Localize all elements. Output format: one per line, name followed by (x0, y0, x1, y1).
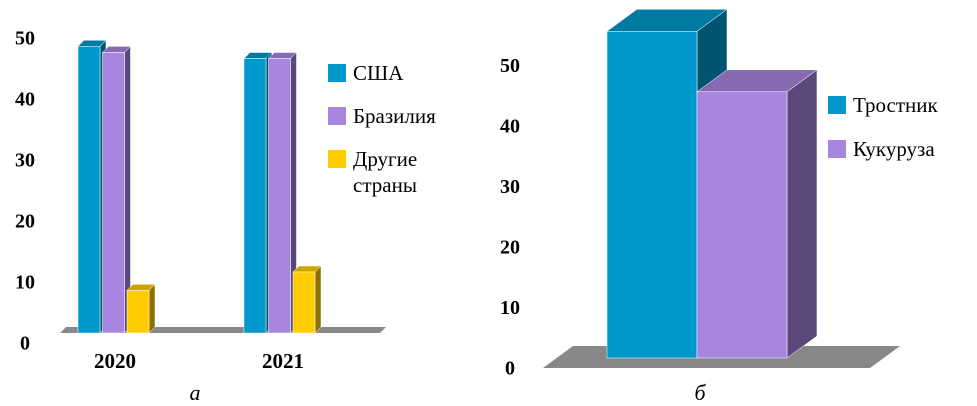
chart-caption: а (190, 380, 201, 405)
legend-item: США (328, 60, 468, 86)
legend-item: Кукуруза (828, 136, 977, 162)
y-tick-label: 20 (15, 211, 35, 233)
legend-label: Бразилия (353, 104, 436, 128)
bar (606, 31, 698, 359)
x-tick-label: 2021 (262, 349, 304, 373)
bar (243, 58, 267, 334)
legend-swatch (328, 150, 346, 168)
legend-item: Другие страны (328, 146, 468, 198)
bar (102, 52, 125, 334)
bar (292, 271, 316, 334)
bar (696, 91, 788, 359)
bar-side (786, 69, 818, 359)
chart-caption: б (694, 380, 706, 405)
y-tick-label: 50 (15, 28, 35, 50)
y-tick-label: 40 (15, 89, 35, 111)
bar (268, 58, 291, 334)
legend-label: США (353, 61, 404, 85)
legend-swatch (828, 96, 846, 114)
y-tick-label: 30 (500, 176, 520, 198)
legend-swatch (828, 140, 846, 158)
y-tick-label: 40 (500, 116, 520, 138)
y-tick-label: 50 (500, 55, 520, 77)
y-tick-label: 0 (20, 333, 30, 355)
legend-item: Бразилия (328, 103, 468, 129)
x-tick-label: 2020 (94, 349, 136, 373)
y-tick-label: 10 (15, 272, 35, 294)
legend-swatch (328, 107, 346, 125)
y-tick-label: 0 (505, 358, 515, 380)
bar-side (314, 265, 322, 334)
bar (126, 290, 150, 334)
bar-side (148, 283, 156, 334)
legend-swatch (328, 64, 346, 82)
legend-label: Кукуруза (853, 137, 935, 161)
y-tick-label: 30 (15, 150, 35, 172)
bar (77, 46, 101, 334)
legend-label: Другие страны (353, 147, 418, 197)
y-tick-label: 20 (500, 237, 520, 259)
y-tick-label: 10 (500, 297, 520, 319)
legend-label: Тростник (853, 93, 938, 117)
legend-item: Тростник (828, 92, 977, 118)
